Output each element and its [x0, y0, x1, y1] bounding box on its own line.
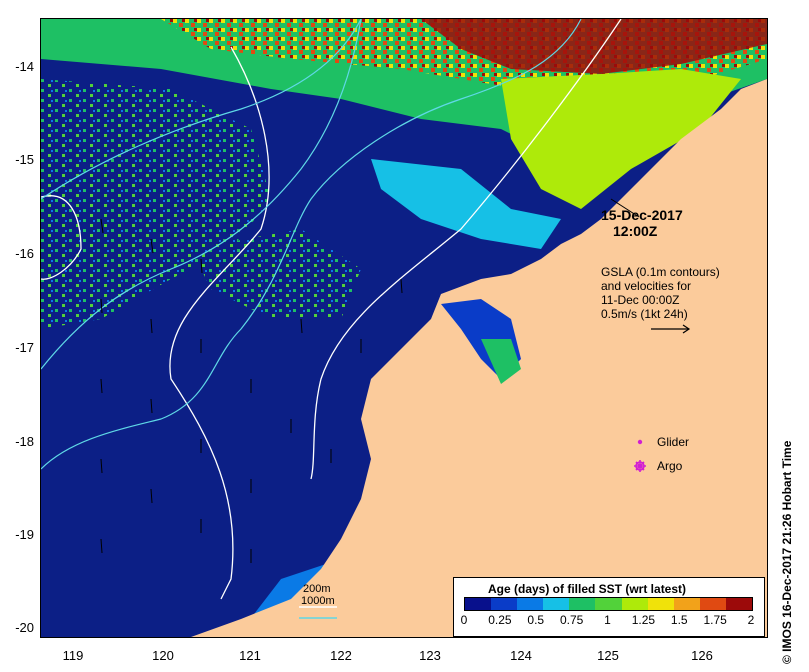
colorbar-swatch — [465, 598, 492, 610]
gsla-line4: 0.5m/s (1kt 24h) — [601, 307, 688, 321]
gsla-line2: and velocities for — [601, 279, 692, 293]
timestamp-line2: 12:00Z — [613, 223, 658, 239]
land-inlet-green — [481, 339, 521, 384]
colorbar-tick-label: 2 — [747, 613, 755, 627]
lon-label: 123 — [419, 648, 441, 663]
colorbar-swatch — [725, 598, 753, 610]
land-mass — [191, 79, 767, 637]
colorbar-tick-label: 0.75 — [559, 613, 584, 627]
depth-1000-label: 1000m — [301, 595, 335, 607]
colorbar-swatch — [699, 598, 726, 610]
gsla-line1: GSLA (0.1m contours) — [601, 265, 720, 279]
colorbar-swatch — [569, 598, 596, 610]
sst-patch-red — [421, 19, 767, 74]
lon-label: 119 — [62, 648, 84, 663]
colorbar-swatch — [647, 598, 674, 610]
colorbar-swatch — [595, 598, 622, 610]
colorbar-tick-label: 1 — [604, 613, 611, 627]
lon-label: 121 — [239, 648, 261, 663]
lon-label: 126 — [691, 648, 713, 663]
lat-label: -20 — [15, 620, 34, 635]
contour-1000m — [41, 19, 582, 470]
colorbar-tick-label: 1.5 — [670, 613, 688, 627]
colorbar-swatch — [673, 598, 700, 610]
contour-200m — [169, 46, 270, 600]
lon-label: 122 — [330, 648, 352, 663]
lon-label: 120 — [152, 648, 174, 663]
lat-label: -19 — [15, 527, 34, 542]
map-frame: 15-Dec-2017 12:00Z GSLA (0.1m contours) … — [40, 18, 768, 638]
colorbar-tick-label: 1.75 — [703, 613, 727, 627]
argo-marker-icon — [634, 460, 646, 472]
sst-patch-central — [191, 229, 361, 319]
gsla-annotation: GSLA (0.1m contours) and velocities for … — [601, 265, 720, 321]
gsla-line3: 11-Dec 00:00Z — [601, 293, 680, 307]
colorbar-swatch — [621, 598, 648, 610]
colorbar-tick-label: 0.25 — [488, 613, 512, 627]
contour-1000m-2 — [41, 19, 362, 370]
timestamp-line1: 15-Dec-2017 — [601, 207, 683, 223]
timestamp-annotation: 15-Dec-2017 12:00Z — [601, 207, 683, 239]
colorbar-tick-label: 1.25 — [631, 613, 656, 627]
colorbar-swatch — [543, 598, 570, 610]
lat-label: -16 — [15, 246, 34, 261]
velocity-arrows — [100, 218, 403, 563]
lon-label: 124 — [510, 648, 532, 663]
timestamp-leader-line — [610, 198, 640, 218]
legend-glider-label: Glider — [657, 435, 690, 449]
legend-argo-label: Argo — [657, 459, 683, 473]
sst-patch-cyan — [371, 159, 561, 249]
lat-label: -17 — [15, 340, 34, 355]
colorbar-swatch — [517, 598, 544, 610]
colorbar — [464, 597, 753, 611]
lat-label: -18 — [15, 434, 34, 449]
lon-label: 125 — [597, 648, 619, 663]
velocity-scale-arrow — [651, 324, 691, 334]
contour-200m-3 — [310, 19, 622, 480]
colorbar-tick-label: 0.5 — [527, 613, 545, 627]
sst-age-map — [41, 19, 767, 637]
contour-200m-2 — [41, 195, 82, 280]
contour-1000m-3 — [41, 19, 362, 200]
lat-label: -14 — [15, 59, 34, 74]
colorbar-swatch — [491, 598, 518, 610]
colorbar-title: Age (days) of filled SST (wrt latest) — [488, 582, 687, 596]
depth-200-label: 200m — [303, 583, 331, 595]
colorbar-tick-label: 0 — [460, 613, 468, 627]
sst-patch-west — [41, 79, 271, 329]
lat-label: -15 — [15, 152, 34, 167]
imos-credit: © IMOS 16-Dec-2017 21:26 Hobart Time — [780, 440, 794, 664]
glider-marker-icon — [637, 439, 643, 445]
